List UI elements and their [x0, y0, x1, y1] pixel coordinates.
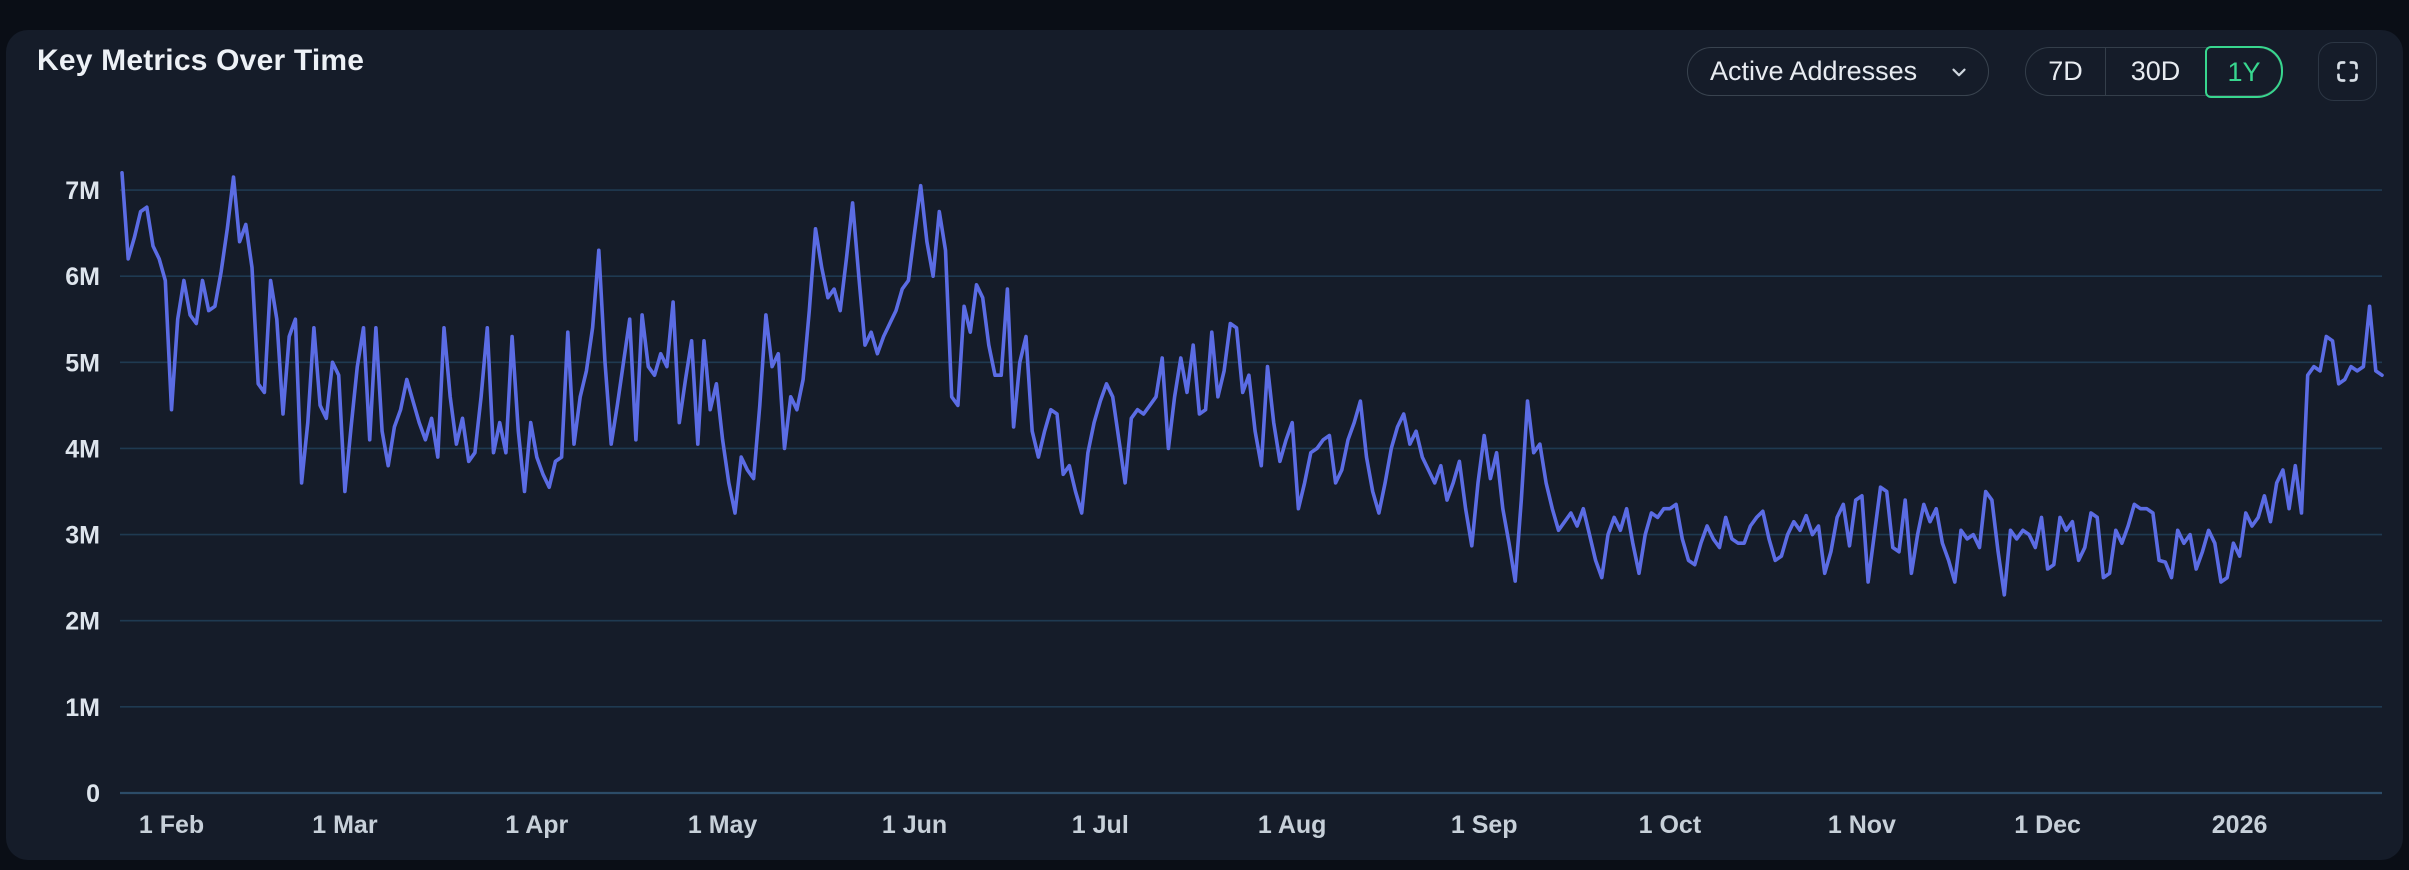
metric-dropdown-label: Active Addresses [1710, 56, 1918, 86]
y-axis-tick-label: 2M [65, 608, 100, 636]
active-addresses-series-line [120, 171, 2384, 597]
x-axis-tick-label: 1 Jul [1072, 811, 1129, 839]
range-selector: 7D 30D 1Y [2025, 46, 2283, 98]
metric-dropdown[interactable]: Active Addresses [1687, 47, 1989, 96]
x-axis-tick-label: 1 Sep [1451, 811, 1518, 839]
y-axis-tick-label: 6M [65, 263, 100, 291]
y-axis-tick-label: 5M [65, 349, 100, 377]
header-controls: Active Addresses 7D 30D 1Y [1687, 42, 2377, 101]
x-axis-tick-label: 1 Mar [312, 811, 378, 839]
fullscreen-expand-icon [2337, 61, 2358, 82]
x-axis-tick-label: 1 Jun [882, 811, 947, 839]
key-metrics-card [6, 30, 2403, 860]
x-axis-tick-label: 1 Nov [1828, 811, 1896, 839]
y-axis-tick-label: 1M [65, 694, 100, 722]
range-button-30d[interactable]: 30D [2105, 48, 2205, 95]
x-axis-tick-label: 1 Dec [2014, 811, 2081, 839]
y-axis-tick-label: 0 [86, 780, 100, 808]
x-axis-tick-label: 1 Feb [139, 811, 204, 839]
page-title: Key Metrics Over Time [37, 44, 365, 77]
y-axis-tick-label: 4M [65, 435, 100, 463]
range-button-7d[interactable]: 7D [2026, 48, 2105, 95]
x-axis-tick-label: 2026 [2212, 811, 2268, 839]
x-axis-tick-label: 1 Aug [1258, 811, 1327, 839]
x-axis-tick-label: 1 May [688, 811, 758, 839]
fullscreen-button[interactable] [2318, 42, 2377, 101]
range-button-1y-active[interactable]: 1Y [2205, 46, 2283, 98]
x-axis-tick-label: 1 Apr [505, 811, 568, 839]
y-axis-tick-label: 7M [65, 177, 100, 205]
x-axis-tick-label: 1 Oct [1639, 811, 1702, 839]
chevron-down-icon [1952, 68, 1966, 76]
y-axis-tick-label: 3M [65, 522, 100, 550]
